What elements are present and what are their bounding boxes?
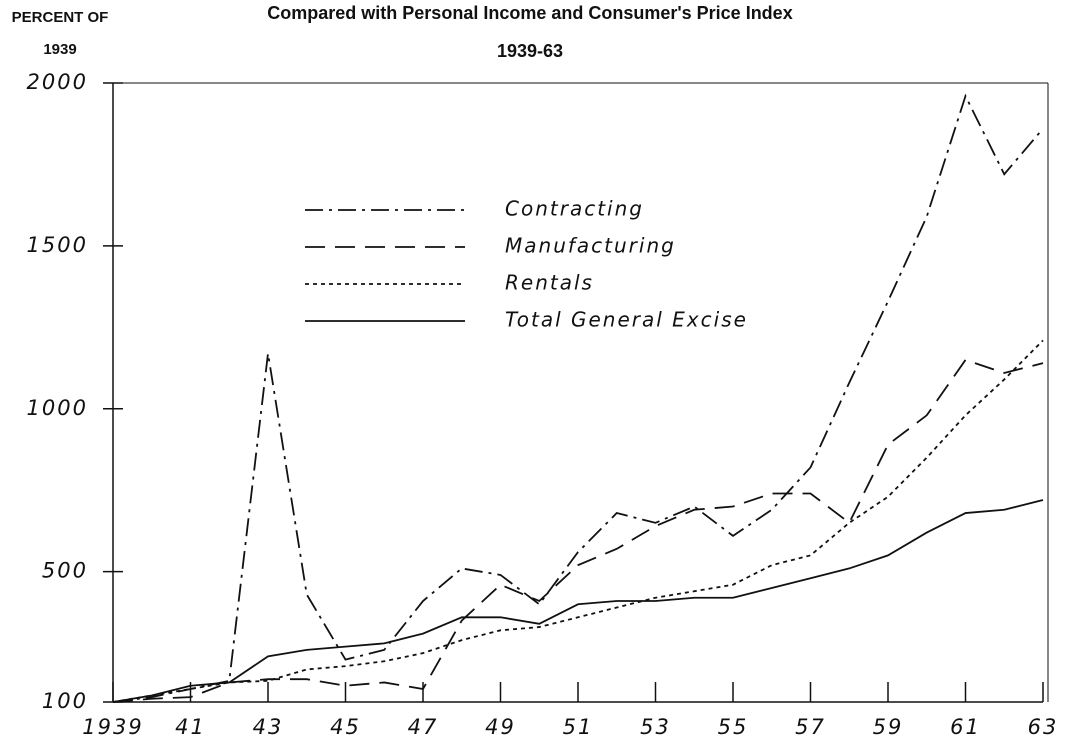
x-tick-label: 57 — [795, 715, 826, 739]
x-tick-label: 41 — [175, 715, 206, 739]
legend-label: Rentals — [505, 271, 594, 295]
y-tick-label: 1000 — [27, 396, 88, 420]
series-line — [112, 339, 1044, 703]
series-line — [112, 358, 1044, 703]
x-tick-label: 1939 — [82, 715, 143, 739]
series-line — [112, 93, 1044, 703]
y-tick-label: 500 — [42, 559, 88, 583]
x-tick-label: 61 — [950, 715, 981, 739]
y-axis-label: PERCENT OF — [12, 9, 109, 26]
y-tick-label: 100 — [42, 689, 88, 713]
x-tick-label: 51 — [563, 715, 594, 739]
x-tick-label: 59 — [873, 715, 904, 739]
y-tick-label: 2000 — [27, 70, 88, 94]
x-tick-label: 49 — [485, 715, 516, 739]
x-tick-label: 43 — [253, 715, 284, 739]
x-tick-label: 47 — [408, 715, 439, 739]
x-tick-label: 45 — [330, 715, 361, 739]
legend-label: Contracting — [505, 197, 644, 221]
legend-label: Manufacturing — [505, 234, 676, 258]
series-line — [112, 499, 1044, 703]
y-tick-label: 1500 — [27, 233, 88, 257]
chart-subtitle: 1939-63 — [497, 41, 563, 61]
x-tick-label: 53 — [640, 715, 671, 739]
legend-label: Total General Excise — [505, 308, 748, 332]
y-axis-label: 1939 — [43, 41, 76, 58]
x-tick-label: 63 — [1028, 715, 1059, 739]
x-tick-label: 55 — [718, 715, 749, 739]
chart-title: Compared with Personal Income and Consum… — [267, 3, 792, 23]
